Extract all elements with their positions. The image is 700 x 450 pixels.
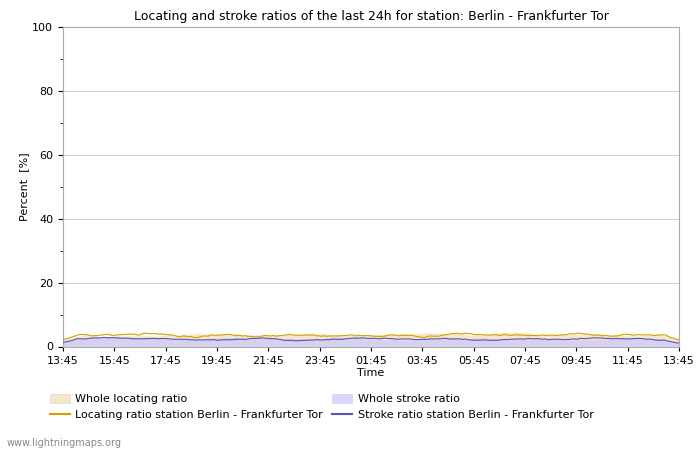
X-axis label: Time: Time [358, 368, 384, 378]
Title: Locating and stroke ratios of the last 24h for station: Berlin - Frankfurter Tor: Locating and stroke ratios of the last 2… [134, 10, 608, 23]
Text: www.lightningmaps.org: www.lightningmaps.org [7, 438, 122, 448]
Y-axis label: Percent  [%]: Percent [%] [20, 153, 29, 221]
Legend: Whole locating ratio, Locating ratio station Berlin - Frankfurter Tor, Whole str: Whole locating ratio, Locating ratio sta… [50, 394, 594, 420]
